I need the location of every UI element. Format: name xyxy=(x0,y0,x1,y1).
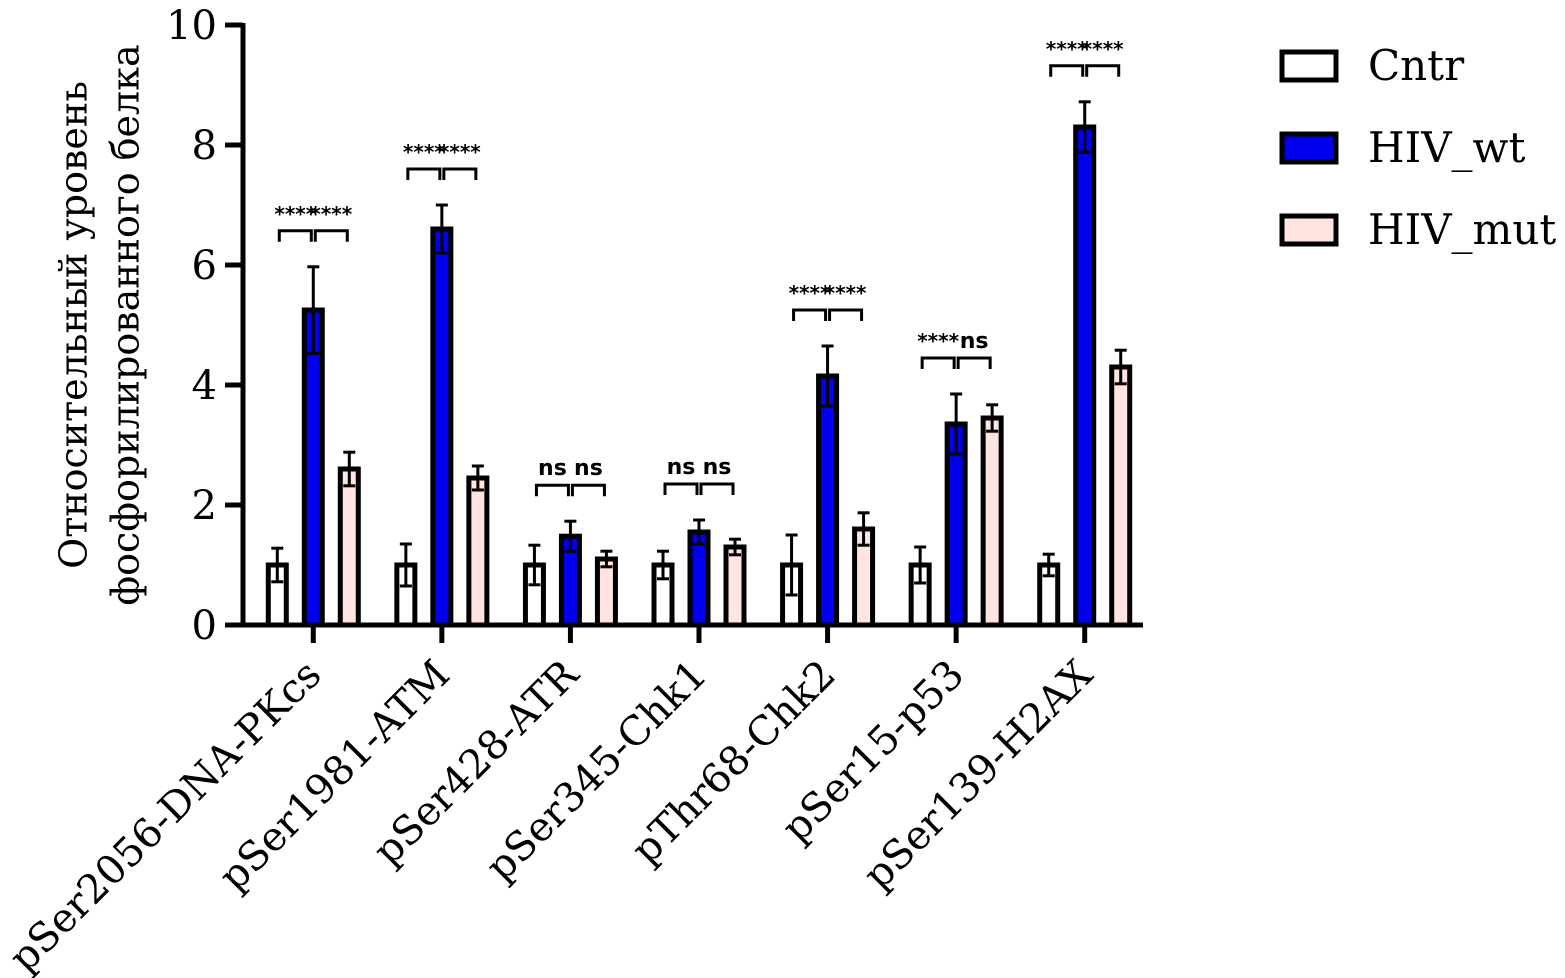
bar-hiv-wt xyxy=(816,373,840,628)
significance-bracket xyxy=(1085,64,1121,77)
x-tick-label: pSer139-H2AX xyxy=(855,651,1102,898)
bar-hiv-mut xyxy=(337,466,361,628)
bar-hiv-wt xyxy=(301,307,325,628)
legend: Cntr HIV_wt HIV_mut xyxy=(1279,41,1556,254)
bar-hiv-mut xyxy=(980,415,1004,628)
y-tick-label: 2 xyxy=(192,483,217,529)
significance-bracket xyxy=(534,483,570,497)
significance-bracket xyxy=(570,483,606,497)
significance-label: ns xyxy=(538,456,567,481)
y-tick-label: 10 xyxy=(166,3,217,49)
significance-label: **** xyxy=(439,140,481,164)
y-axis-label-line: Относительный уровень xyxy=(52,81,96,569)
y-axis-title: Относительный уровень фосфорилированного … xyxy=(52,44,148,605)
significance-label: **** xyxy=(403,140,445,164)
bar-hiv-wt xyxy=(1073,124,1097,628)
legend-swatch-cntr xyxy=(1279,49,1339,83)
significance-label: ns xyxy=(667,455,696,480)
significance-bracket xyxy=(1049,64,1085,77)
bar-hiv-wt xyxy=(430,226,454,628)
y-tick-label: 8 xyxy=(192,123,217,169)
axes: 0 2 4 6 8 10 xyxy=(166,3,1143,649)
significance-label: ns xyxy=(960,329,989,354)
significance-bracket xyxy=(920,356,956,369)
y-tick-label: 6 xyxy=(192,243,217,289)
bar-hiv-mut xyxy=(723,544,747,628)
legend-label: HIV_wt xyxy=(1368,123,1525,172)
bar-hiv-mut xyxy=(594,556,618,628)
significance-label: ns xyxy=(574,456,603,481)
significance-label: **** xyxy=(274,202,316,226)
significance-label: ns xyxy=(703,455,732,480)
significance-label: **** xyxy=(310,202,352,226)
significance-label: **** xyxy=(789,281,831,305)
significance-annotations: ****************ns ns ns ns************ ns**… xyxy=(274,37,1124,497)
significance-label: **** xyxy=(825,281,867,305)
legend-swatch-hiv-wt xyxy=(1279,131,1339,165)
legend-label: Cntr xyxy=(1368,41,1465,90)
significance-label: **** xyxy=(1082,37,1124,61)
x-tick-labels: pSer2056-DNA-PKcspSer1981-ATMpSer428-ATR… xyxy=(1,650,1103,978)
y-tick-label: 0 xyxy=(192,603,217,649)
significance-bracket xyxy=(828,308,864,321)
bar-hiv-wt xyxy=(687,529,711,628)
y-tick-label: 4 xyxy=(192,363,217,409)
significance-bracket xyxy=(699,482,735,495)
significance-bracket xyxy=(277,229,313,242)
significance-bracket xyxy=(313,229,349,242)
significance-bracket xyxy=(406,167,442,180)
significance-bracket xyxy=(442,167,478,180)
significance-label: **** xyxy=(917,329,959,353)
legend-label: HIV_mut xyxy=(1368,205,1556,254)
significance-label: **** xyxy=(1046,37,1088,61)
significance-bracket xyxy=(956,356,992,369)
bar-hiv-mut xyxy=(1109,364,1133,628)
y-axis-label-line: фосфорилированного белка xyxy=(104,44,148,605)
bar-hiv-mut xyxy=(466,475,490,628)
bars xyxy=(265,100,1133,628)
significance-bracket xyxy=(792,308,828,321)
x-tick-label: pSer1981-ATM xyxy=(210,652,459,901)
legend-swatch-hiv-mut xyxy=(1279,213,1339,247)
significance-bracket xyxy=(663,482,699,495)
x-tick-label: pSer345-Chk1 xyxy=(477,652,716,891)
